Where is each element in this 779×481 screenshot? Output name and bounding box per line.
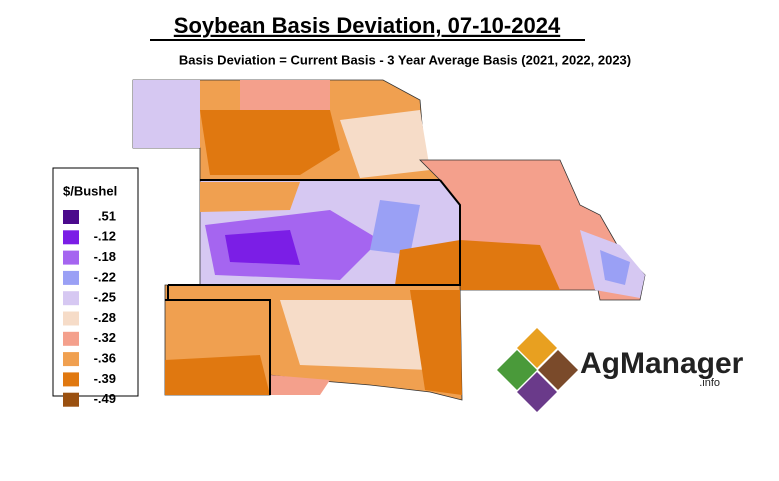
legend-label: -.28 (94, 310, 116, 325)
logo-diamond (517, 328, 557, 368)
legend: $/Bushel .51 -.12 -.18 -.22 -.25 -.28 -.32 -.36… (52, 167, 139, 407)
legend-swatch (63, 352, 79, 367)
region (200, 182, 300, 212)
logo: AgManager .info (497, 328, 744, 412)
region (240, 80, 330, 110)
legend-swatch (63, 392, 79, 407)
legend-swatch (63, 372, 79, 387)
logo-diamond (517, 372, 557, 412)
legend-label: -.49 (94, 391, 116, 406)
legend-label: -.39 (94, 371, 116, 386)
legend-swatch (63, 311, 79, 326)
legend-items: .51 -.12 -.18 -.22 -.25 -.28 -.32 -.36 -.39 -.49 (63, 208, 116, 407)
legend-label: -.12 (94, 229, 116, 244)
legend-swatch (63, 250, 79, 265)
legend-label: -.18 (94, 249, 116, 264)
region (410, 290, 462, 395)
legend-swatch (63, 230, 79, 245)
region (340, 110, 430, 178)
map (132, 79, 646, 401)
title: Soybean Basis Deviation, 07-10-2024 (174, 13, 561, 38)
subtitle: Basis Deviation = Current Basis - 3 Year… (179, 52, 631, 67)
legend-label: -.36 (94, 351, 116, 366)
legend-label: -.32 (94, 330, 116, 345)
legend-label: -.22 (94, 269, 116, 284)
region (165, 355, 270, 395)
logo-suffix: .info (699, 377, 720, 389)
region (600, 250, 630, 285)
region (395, 240, 460, 285)
region (270, 375, 330, 395)
logo-diamond (497, 350, 537, 390)
region (133, 80, 200, 148)
legend-label: .51 (98, 208, 116, 223)
legend-title: $/Bushel (63, 183, 117, 198)
legend-swatch (63, 270, 79, 285)
region (280, 300, 430, 370)
region (225, 230, 300, 265)
region (460, 240, 560, 290)
logo-name: AgManager (580, 347, 744, 380)
region (370, 200, 420, 255)
legend-swatch (63, 291, 79, 306)
state-borders (165, 179, 461, 395)
region (200, 110, 340, 175)
legend-swatch (63, 331, 79, 346)
logo-diamond (538, 350, 578, 390)
legend-swatch (63, 210, 79, 224)
legend-label: -.25 (94, 290, 116, 305)
